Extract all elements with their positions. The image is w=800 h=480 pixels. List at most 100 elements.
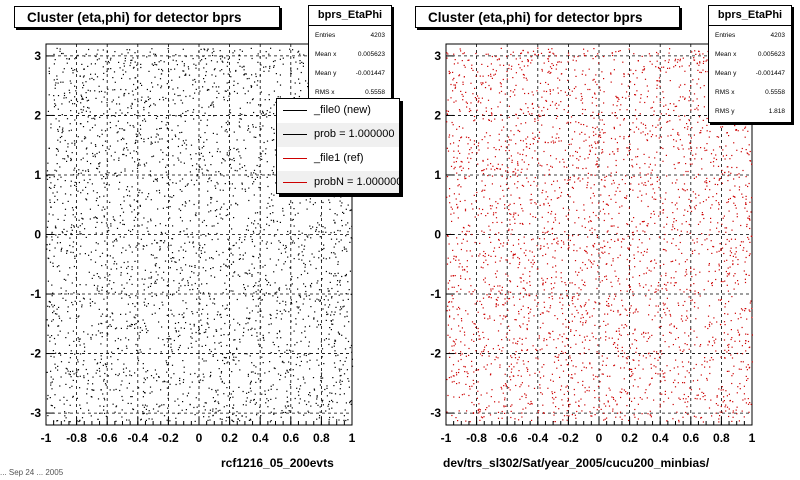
scatter-point xyxy=(343,419,345,421)
scatter-point xyxy=(273,104,275,106)
scatter-point xyxy=(160,231,162,233)
scatter-point xyxy=(643,184,645,186)
scatter-point xyxy=(324,388,326,391)
scatter-point xyxy=(227,100,229,102)
scatter-point xyxy=(468,168,470,170)
scatter-point xyxy=(233,244,235,246)
scatter-point xyxy=(237,274,239,276)
scatter-point xyxy=(151,313,153,315)
scatter-point xyxy=(554,257,556,259)
scatter-point xyxy=(457,285,460,287)
scatter-point xyxy=(210,374,212,376)
scatter-point xyxy=(304,330,306,332)
scatter-point xyxy=(560,140,562,142)
scatter-point xyxy=(304,285,307,288)
scatter-point xyxy=(747,378,749,380)
scatter-point xyxy=(489,315,491,317)
scatter-point xyxy=(497,411,500,413)
scatter-point xyxy=(154,76,156,78)
scatter-point xyxy=(204,164,206,166)
scatter-point xyxy=(129,152,131,154)
scatter-point xyxy=(143,118,146,120)
scatter-point xyxy=(202,267,204,269)
scatter-point xyxy=(469,385,471,388)
scatter-point xyxy=(575,417,577,419)
legend-line-red xyxy=(283,182,307,183)
scatter-point xyxy=(99,370,101,372)
scatter-point xyxy=(483,261,485,264)
scatter-point xyxy=(269,111,271,113)
scatter-point xyxy=(223,73,225,75)
scatter-point xyxy=(662,334,664,336)
scatter-point xyxy=(208,89,210,91)
scatter-point xyxy=(72,330,74,332)
scatter-point xyxy=(303,354,305,356)
scatter-point xyxy=(639,113,641,115)
scatter-point xyxy=(693,93,696,95)
scatter-point xyxy=(103,182,105,184)
scatter-point xyxy=(280,416,282,418)
scatter-point xyxy=(345,224,347,226)
scatter-point xyxy=(680,318,682,320)
scatter-point xyxy=(192,242,194,244)
scatter-point xyxy=(97,135,99,137)
scatter-point xyxy=(127,122,129,124)
scatter-point xyxy=(183,142,186,144)
scatter-point xyxy=(686,123,688,125)
scatter-point xyxy=(694,293,696,295)
scatter-point xyxy=(224,90,226,92)
scatter-point xyxy=(345,273,347,276)
scatter-point xyxy=(147,330,149,332)
scatter-point xyxy=(621,299,623,301)
scatter-point xyxy=(610,172,612,174)
scatter-point xyxy=(607,313,609,315)
scatter-point xyxy=(180,116,182,118)
scatter-point xyxy=(329,416,331,419)
scatter-point xyxy=(455,161,457,163)
scatter-point xyxy=(631,232,634,234)
scatter-point xyxy=(248,128,250,130)
scatter-point xyxy=(508,105,510,107)
scatter-point xyxy=(455,372,458,374)
scatter-point xyxy=(154,104,156,106)
scatter-point xyxy=(632,359,634,361)
scatter-point xyxy=(143,217,145,219)
scatter-point xyxy=(150,218,152,220)
scatter-point xyxy=(538,114,540,116)
scatter-point xyxy=(478,412,480,414)
scatter-point xyxy=(101,209,103,211)
scatter-point xyxy=(87,170,90,172)
scatter-point xyxy=(345,402,347,404)
scatter-point xyxy=(227,124,229,126)
scatter-point xyxy=(92,152,94,155)
scatter-point xyxy=(509,219,511,221)
scatter-point xyxy=(212,355,214,357)
scatter-point xyxy=(519,277,521,279)
scatter-point xyxy=(463,64,465,66)
scatter-point xyxy=(593,246,595,248)
scatter-point xyxy=(228,150,230,152)
scatter-point xyxy=(255,366,257,368)
scatter-point xyxy=(66,58,68,60)
scatter-point xyxy=(668,310,670,312)
scatter-point xyxy=(165,97,167,99)
scatter-point xyxy=(149,170,152,172)
scatter-point xyxy=(529,281,531,283)
scatter-point xyxy=(149,392,151,394)
scatter-point xyxy=(217,311,219,313)
scatter-point xyxy=(720,280,722,283)
scatter-point xyxy=(501,221,503,224)
scatter-point xyxy=(53,95,55,97)
scatter-point xyxy=(110,268,112,270)
scatter-point xyxy=(204,402,206,404)
scatter-point xyxy=(744,278,746,280)
scatter-point xyxy=(331,311,333,313)
scatter-point xyxy=(77,226,79,228)
scatter-point xyxy=(242,404,244,406)
scatter-point xyxy=(594,397,596,399)
scatter-point xyxy=(245,295,247,297)
scatter-point xyxy=(694,290,696,292)
scatter-point xyxy=(147,303,149,305)
scatter-point xyxy=(92,383,94,385)
scatter-point xyxy=(253,398,255,401)
